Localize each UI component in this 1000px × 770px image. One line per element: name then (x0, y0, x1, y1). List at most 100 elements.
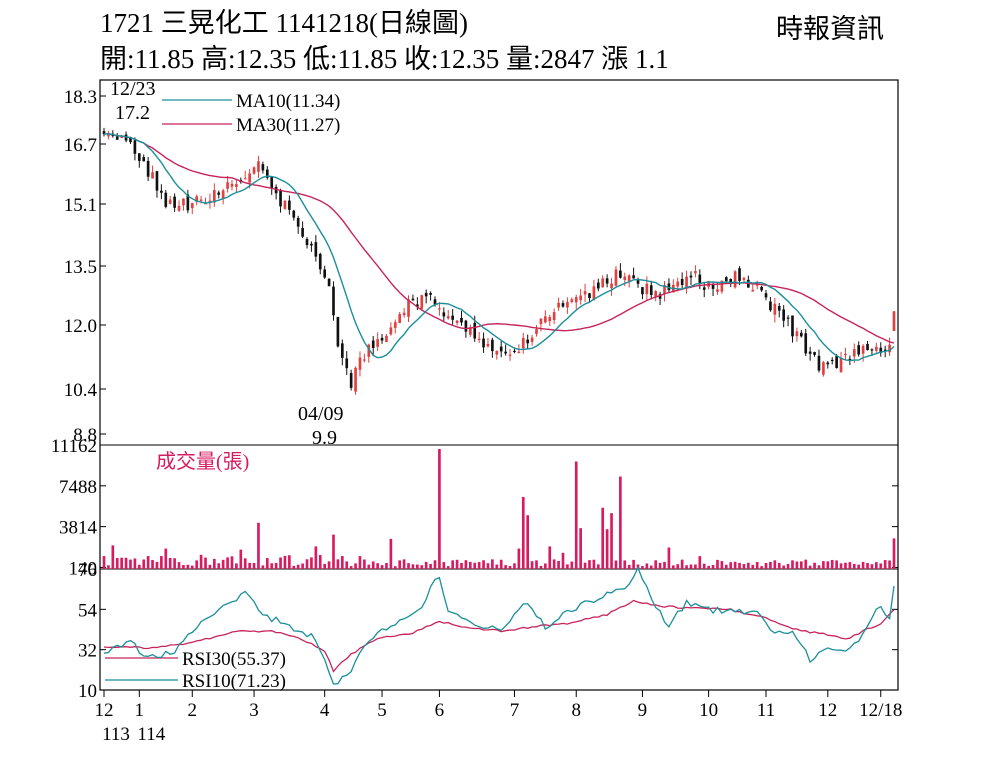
candle-body (782, 309, 785, 321)
volume-bar (760, 566, 763, 569)
candle-body (676, 281, 680, 287)
volume-bar (883, 560, 887, 569)
volume-bar (504, 565, 507, 569)
volume-bar (574, 461, 578, 569)
rsi-tick-label: 76 (78, 560, 97, 581)
candle-body (429, 293, 432, 295)
volume-bar (875, 562, 878, 569)
candle-body (455, 320, 459, 323)
candle-body (265, 169, 269, 178)
ma30-line (103, 132, 895, 344)
candle-body (888, 344, 891, 353)
legend-ma30: MA30(11.27) (236, 115, 340, 136)
volume-bar (442, 562, 446, 569)
candle-body (288, 200, 291, 210)
volume-bar (186, 564, 190, 569)
volume-bar (716, 559, 719, 569)
candle-body (393, 322, 397, 328)
volume-bar (544, 563, 547, 569)
x-tick-label: 1 (135, 700, 145, 721)
volume-bar (142, 559, 146, 569)
volume-bar (446, 566, 450, 569)
candle-body (468, 327, 472, 335)
candle-body (627, 275, 631, 282)
candle-body (217, 192, 221, 195)
candle-body (199, 199, 203, 201)
volume-bar (570, 561, 574, 569)
candle-body (645, 283, 649, 295)
volume-bar (839, 563, 843, 569)
volume-bar (235, 563, 238, 569)
volume-bar (786, 563, 790, 569)
candle-body (155, 171, 159, 191)
candle-body (751, 289, 755, 292)
x-tick-year: 113 (102, 724, 130, 745)
volume-bar (160, 556, 163, 569)
volume-bar (720, 561, 724, 569)
candle-body (610, 283, 613, 289)
candle-body (173, 196, 176, 208)
candle-body (791, 315, 794, 337)
price-tick-label: 12.0 (64, 316, 97, 337)
candle-body (345, 358, 349, 369)
candle-body (491, 339, 494, 352)
volume-bar (102, 556, 106, 569)
volume-bar (173, 558, 176, 569)
volume-bar (349, 566, 353, 569)
candle-body (574, 297, 578, 303)
candle-body (623, 276, 627, 281)
volume-bar (530, 561, 534, 569)
candle-body (354, 367, 357, 392)
volume-bar (402, 559, 406, 569)
volume-bar (468, 561, 472, 569)
volume-bar (239, 549, 243, 569)
candle-body (186, 194, 190, 211)
candle-body (826, 362, 830, 365)
x-tick-label: 8 (571, 700, 581, 721)
volume-bar (451, 560, 454, 569)
volume-bar (296, 564, 300, 569)
candle-body (438, 308, 441, 310)
volume-bar (265, 558, 269, 569)
x-tick-label: 12 (95, 700, 114, 721)
candle-body (702, 287, 706, 290)
volume-bar (482, 560, 485, 569)
volume-bar (583, 562, 587, 569)
volume-bar (358, 556, 362, 569)
candle-body (292, 210, 296, 218)
volume-bar (111, 545, 115, 569)
candle-body (808, 351, 812, 354)
x-tick-label: 3 (249, 700, 259, 721)
rsi-tick-label: 32 (78, 641, 97, 662)
candle-body (729, 278, 733, 283)
candle-body (146, 160, 150, 177)
volume-bar (605, 529, 609, 569)
candle-body (817, 355, 821, 371)
volume-bar (398, 560, 402, 569)
volume-bar (566, 564, 569, 569)
candle-body (301, 227, 304, 237)
candle-body (875, 346, 878, 351)
volume-bar (654, 560, 658, 569)
volume-bar (363, 559, 366, 569)
volume-bar (464, 560, 468, 569)
volume-bar (755, 561, 759, 569)
volume-bar (861, 561, 865, 569)
volume-bar (486, 563, 490, 569)
candle-body (852, 349, 856, 357)
x-tick-label: 2 (188, 700, 198, 721)
volume-bar (204, 557, 207, 569)
x-tick-label: 7 (510, 700, 520, 721)
candle-body (274, 187, 278, 194)
volume-bar (354, 563, 357, 569)
volume-title: 成交量(張) (156, 450, 249, 473)
candle-body (632, 275, 635, 279)
volume-bar (380, 565, 384, 569)
candle-body (411, 298, 415, 301)
candle-body (866, 344, 869, 350)
candle-body (521, 337, 525, 349)
x-tick-label: 9 (638, 700, 648, 721)
volume-bar (424, 561, 428, 569)
volume-bar (663, 561, 666, 569)
candle-body (473, 322, 477, 339)
